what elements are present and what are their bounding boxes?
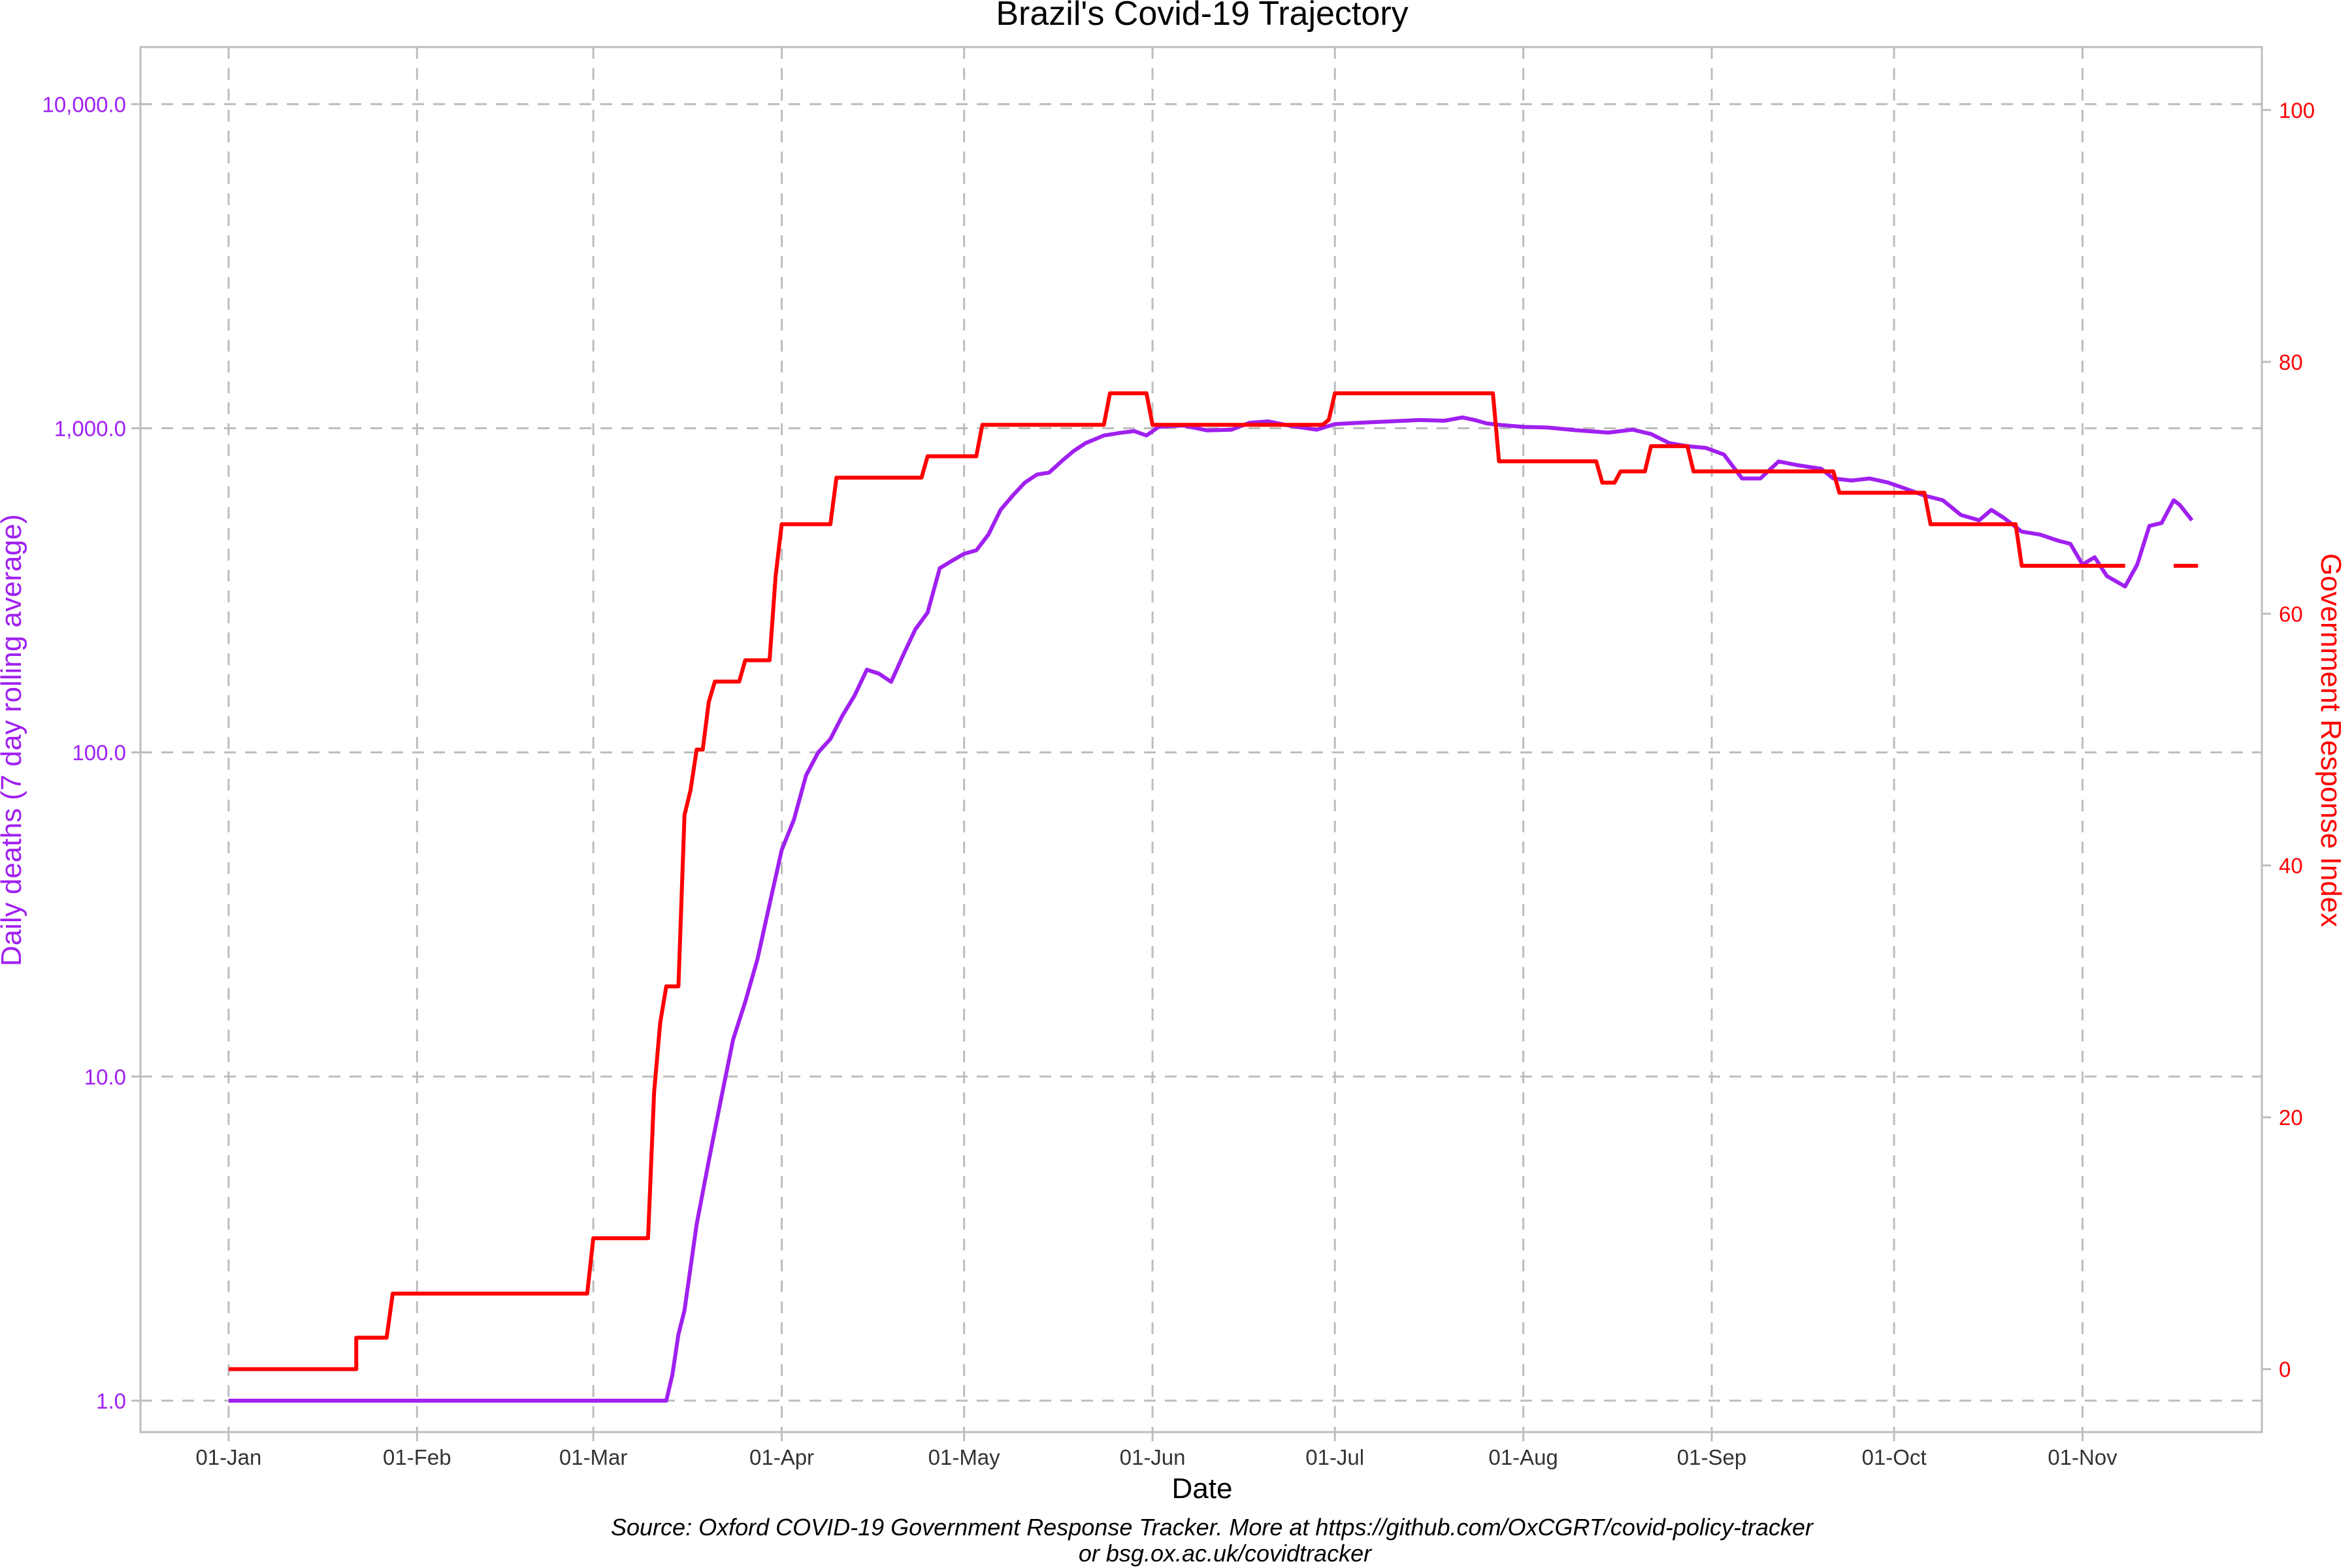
x-tick-label: 01-Nov	[2048, 1445, 2117, 1469]
daily-deaths-line	[228, 415, 2194, 1403]
x-tick-label: 01-Feb	[383, 1445, 451, 1469]
right-y-tick-label: 20	[2279, 1105, 2303, 1130]
left-y-tick-label: 100.0	[72, 741, 126, 765]
left-y-axis-ticks: 1.0 10.0 100.0 1,000.0 10,000.0	[42, 92, 140, 1413]
x-tick-label: 01-Jul	[1305, 1445, 1364, 1469]
right-y-tick-label: 80	[2279, 350, 2303, 374]
right-y-tick-label: 40	[2279, 854, 2303, 878]
left-y-tick-label: 10.0	[84, 1065, 126, 1089]
x-axis-title: Date	[1172, 1473, 1233, 1505]
x-tick-label: 01-Mar	[559, 1445, 628, 1469]
right-y-axis-ticks: 0 20 40 60 80 100	[2262, 98, 2315, 1382]
x-tick-label: 01-Sep	[1677, 1445, 1746, 1469]
left-y-axis-title: Daily deaths (7 day rolling average)	[0, 514, 27, 966]
x-tick-label: 01-Apr	[749, 1445, 814, 1469]
chart-title: Brazil's Covid-19 Trajectory	[996, 0, 1408, 33]
right-y-tick-label: 0	[2279, 1358, 2291, 1382]
x-tick-label: 01-Jan	[195, 1445, 261, 1469]
source-caption-line-2: or bsg.ox.ac.uk/covidtracker	[1079, 1540, 1373, 1567]
x-axis-ticks: 01-Jan 01-Feb 01-Mar 01-Apr 01-May 01-Jun 01-J…	[195, 1432, 2117, 1469]
left-y-tick-label: 1.0	[96, 1389, 126, 1413]
series-layer	[228, 391, 2198, 1403]
right-y-tick-label: 60	[2279, 602, 2303, 626]
left-y-tick-label: 1,000.0	[54, 417, 126, 441]
right-y-axis-title: Government Response Index	[2315, 553, 2347, 927]
x-tick-label: 01-Oct	[1862, 1445, 1927, 1469]
x-tick-label: 01-Jun	[1120, 1445, 1186, 1469]
government-response-index-line	[228, 391, 2198, 1371]
plot-frame	[139, 46, 2263, 1433]
right-y-tick-label: 100	[2279, 98, 2315, 122]
left-y-tick-label: 10,000.0	[42, 92, 126, 116]
x-tick-label: 01-May	[928, 1445, 1001, 1469]
grid-layer	[140, 47, 2262, 1432]
source-caption-line-1: Source: Oxford COVID-19 Government Respo…	[611, 1514, 1814, 1541]
x-tick-label: 01-Aug	[1488, 1445, 1558, 1469]
